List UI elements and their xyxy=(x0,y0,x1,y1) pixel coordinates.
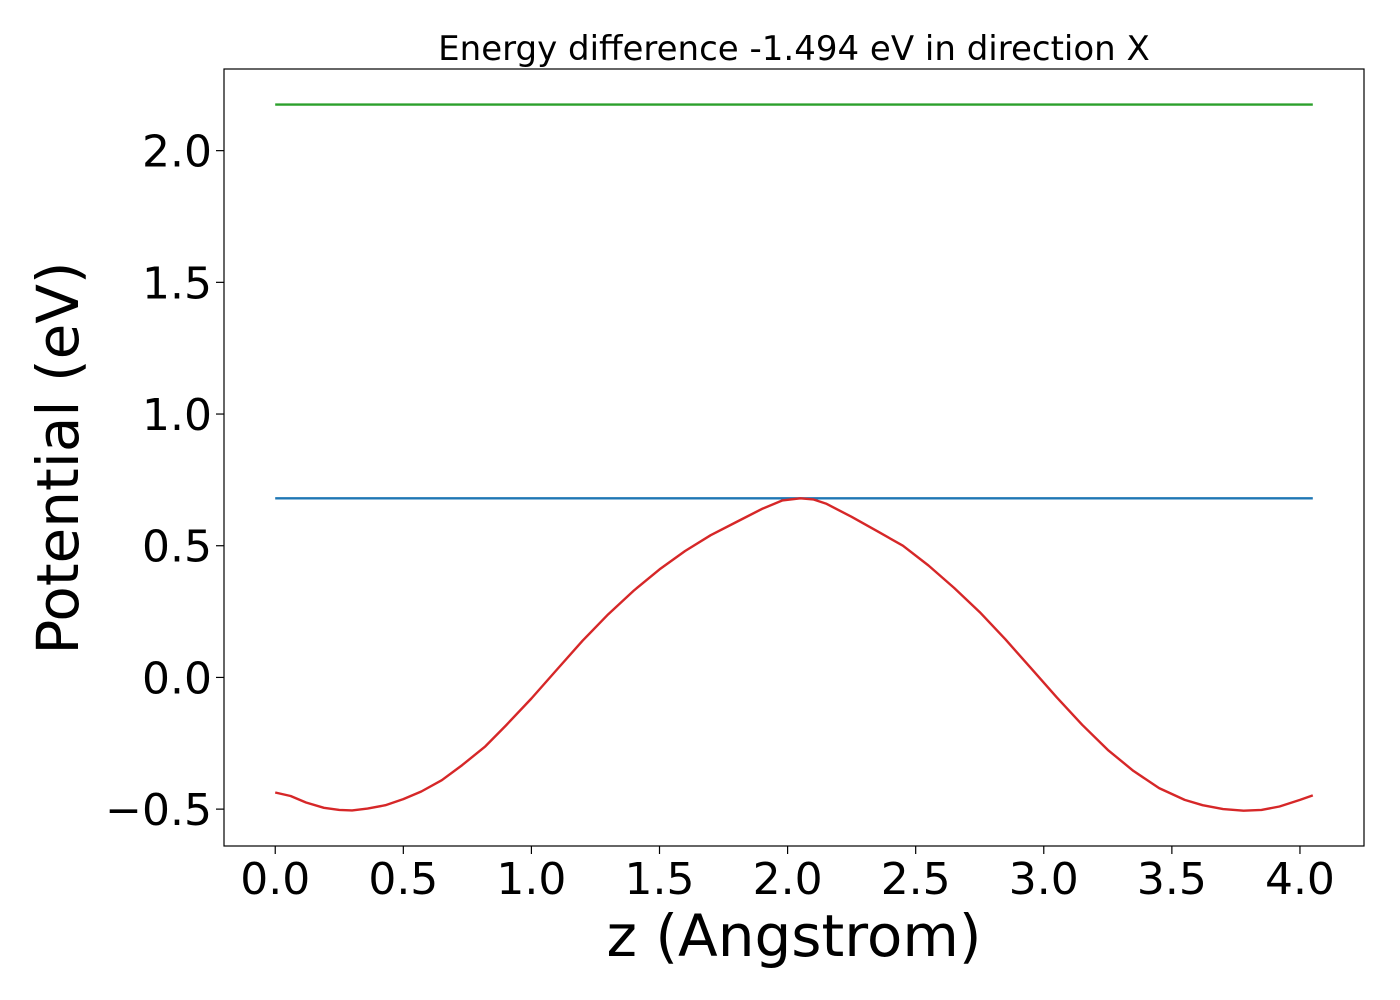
y-axis-label: Potential (eV) xyxy=(24,261,92,654)
y-tick-label: 1.5 xyxy=(142,258,212,309)
chart-title: Energy difference -1.494 eV in direction… xyxy=(438,29,1150,69)
series-line-2 xyxy=(274,497,1314,812)
x-tick-label: 0.0 xyxy=(240,854,310,905)
series-layer xyxy=(274,103,1314,812)
x-tick-label: 0.5 xyxy=(368,854,438,905)
x-tick-label: 4.0 xyxy=(1265,854,1335,905)
x-tick-label: 1.0 xyxy=(496,854,566,905)
y-tick-label: −0.5 xyxy=(105,785,212,836)
y-tick-label: 2.0 xyxy=(142,127,212,178)
plot-frame xyxy=(223,68,1365,847)
x-tick-label: 3.0 xyxy=(1009,854,1079,905)
y-ticks: −0.5 0.0 0.5 1.0 1.5 2.0 xyxy=(105,127,224,836)
x-tick-label: 1.5 xyxy=(625,854,695,905)
x-tick-label: 2.5 xyxy=(881,854,951,905)
x-tick-label: 3.5 xyxy=(1137,854,1207,905)
y-tick-label: 0.5 xyxy=(142,522,212,573)
y-tick-label: 1.0 xyxy=(142,390,212,441)
x-axis-label: z (Angstrom) xyxy=(607,902,982,970)
x-ticks: 0.0 0.5 1.0 1.5 2.0 2.5 3.0 3.5 4.0 xyxy=(240,846,1335,905)
x-tick-label: 2.0 xyxy=(753,854,823,905)
y-tick-label: 0.0 xyxy=(142,653,212,704)
